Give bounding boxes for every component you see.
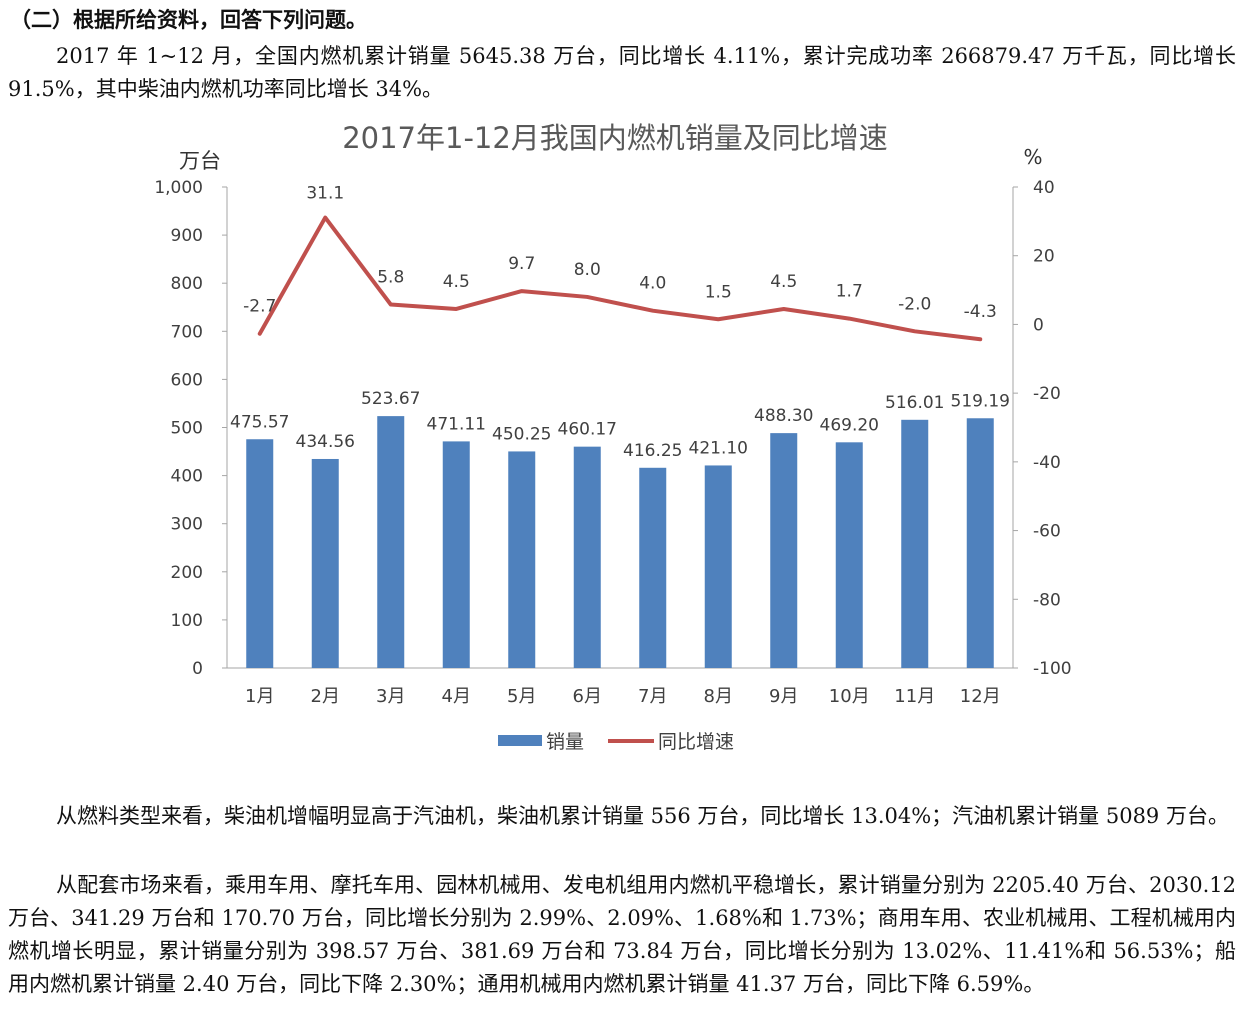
chart-axes: 01002003004005006007008009001,000-100-80… [154,178,1071,707]
sales-chart: 2017年1-12月我国内燃机销量及同比增速 万台 % 010020030040… [154,121,1071,753]
x-tick-label: 11月 [894,686,935,707]
bar [508,451,536,668]
right-axis-unit: % [1023,145,1042,169]
bar [311,458,339,668]
bar-series: 475.57 434.56 523.67 471.11 450.25 460.17 416.… [230,389,1010,668]
right-tick-label: 40 [1033,178,1055,198]
line-point [389,303,393,307]
bar-data-label: 523.67 [361,389,420,409]
x-tick-label: 6月 [573,686,602,707]
left-tick-label: 700 [171,322,203,342]
bar-data-label: 488.30 [754,406,813,426]
section-heading: （二）根据所给资料，回答下列问题。 [10,8,367,32]
right-tick-label: -20 [1033,384,1061,404]
line-point [913,329,917,333]
line-data-label: 8.0 [574,260,601,280]
growth-line [257,215,983,342]
line-data-label: 1.7 [836,282,863,302]
line-data-label: 4.5 [770,272,797,292]
x-tick-label: 3月 [376,686,405,707]
left-tick-label: 500 [171,419,203,439]
line-point [978,337,982,341]
x-tick-label: 9月 [769,686,798,707]
bar-data-label: 475.57 [230,412,289,432]
left-tick-label: 400 [171,467,203,487]
line-data-label: 4.5 [443,272,470,292]
bar-data-label: 434.56 [296,432,355,452]
line-point [520,289,524,293]
left-tick-label: 900 [171,226,203,246]
legend-label-line: 同比增速 [658,731,734,753]
right-tick-label: -40 [1033,453,1061,473]
line-data-label: 4.0 [639,274,666,294]
line-point [782,307,786,311]
bar-data-label: 469.20 [820,415,879,435]
line-point [323,216,327,220]
line-data-label: -2.0 [898,294,931,314]
bar [246,439,274,668]
bar [704,465,732,668]
x-tick-label: 10月 [829,686,870,707]
chart-title: 2017年1-12月我国内燃机销量及同比增速 [342,121,888,155]
x-tick-label: 8月 [704,686,733,707]
line-point [651,309,655,313]
right-tick-label: 0 [1033,315,1044,335]
bar-data-label: 471.11 [427,414,486,434]
left-tick-label: 300 [171,515,203,535]
right-tick-label: -80 [1033,590,1061,610]
x-tick-label: 7月 [638,686,667,707]
bar [901,419,929,668]
paragraph-fuel-type: 从燃料类型来看，柴油机增幅明显高于汽油机，柴油机累计销量 556 万台，同比增长… [56,804,1229,828]
right-tick-label: -100 [1033,659,1072,679]
left-axis-unit: 万台 [179,149,221,173]
left-tick-label: 200 [171,563,203,583]
bar-data-label: 516.01 [885,393,944,413]
line-data-label: 9.7 [508,254,535,274]
bar [770,433,798,668]
left-tick-label: 100 [171,611,203,631]
bar [835,442,863,668]
line-point [585,295,589,299]
bar [442,441,470,668]
x-tick-label: 5月 [507,686,536,707]
bar-data-label: 416.25 [623,441,682,461]
line-point [716,317,720,321]
bar [377,416,405,668]
line-point [258,332,262,336]
line-point [454,307,458,311]
legend-label-bar: 销量 [546,731,584,753]
x-tick-label: 1月 [245,686,274,707]
x-tick-label: 4月 [442,686,471,707]
line-series: -2.7 31.1 5.8 4.5 9.7 8.0 4.0 1.5 4.5 1.7 -2.0 -4.3 [243,184,997,342]
bar-data-label: 460.17 [558,420,617,440]
x-tick-label: 2月 [311,686,340,707]
right-tick-label: 20 [1033,247,1055,267]
bar [966,418,994,668]
left-tick-label: 0 [192,659,203,679]
line-data-label: -4.3 [964,302,997,322]
bar-data-label: 519.19 [951,391,1010,411]
line-data-label: 1.5 [705,282,732,302]
chart-legend: 销量 同比增速 [498,731,734,753]
line-data-label: 5.8 [377,268,404,288]
bar [639,467,667,668]
bar [573,446,601,668]
left-tick-label: 800 [171,274,203,294]
line-point [847,317,851,321]
paragraph-market: 从配套市场来看，乘用车用、摩托车用、园林机械用、发电机组用内燃机平稳增长，累计销… [8,873,1236,996]
left-tick-label: 600 [171,370,203,390]
line-data-label: 31.1 [306,184,344,204]
line-data-label: -2.7 [243,297,276,317]
bar-data-label: 450.25 [492,424,551,444]
legend-swatch-bar [498,735,542,746]
x-tick-label: 12月 [960,686,1001,707]
bar-data-label: 421.10 [689,438,748,458]
paragraph-intro: 2017 年 1~12 月，全国内燃机累计销量 5645.38 万台，同比增长 … [8,44,1236,101]
left-tick-label: 1,000 [154,178,203,198]
right-tick-label: -60 [1033,522,1061,542]
